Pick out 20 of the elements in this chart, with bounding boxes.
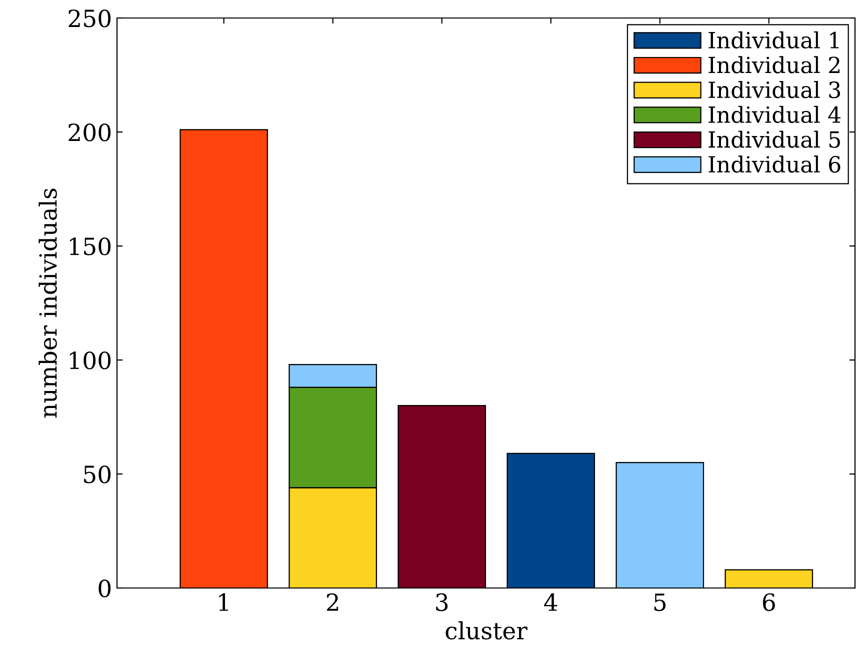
x-tick-label: 1 — [219, 593, 228, 611]
x-tick-label: 4 — [544, 593, 558, 611]
x-tick-label: 6 — [762, 593, 775, 612]
y-axis-title: number individuals — [38, 188, 57, 418]
legend-label: Individual 2 — [708, 56, 840, 74]
x-tick-label: 2 — [326, 593, 338, 611]
legend-label: Individual 4 — [708, 106, 841, 124]
legend-label: Individual 5 — [708, 130, 840, 148]
y-tick-label: 200 — [68, 123, 111, 142]
legend-label: Individual 6 — [708, 156, 840, 173]
x-tick-label: 3 — [436, 593, 448, 612]
x-tick-label: 5 — [654, 594, 666, 612]
y-tick-label: 100 — [70, 351, 111, 370]
y-tick-label: 0 — [98, 579, 111, 598]
y-tick-label: 50 — [84, 465, 111, 484]
y-tick-label: 150 — [70, 237, 111, 256]
y-tick-label: 250 — [68, 9, 111, 28]
legend-label: Individual 1 — [708, 31, 839, 49]
legend-label: Individual 3 — [708, 81, 840, 98]
x-axis-title: cluster — [446, 621, 528, 640]
